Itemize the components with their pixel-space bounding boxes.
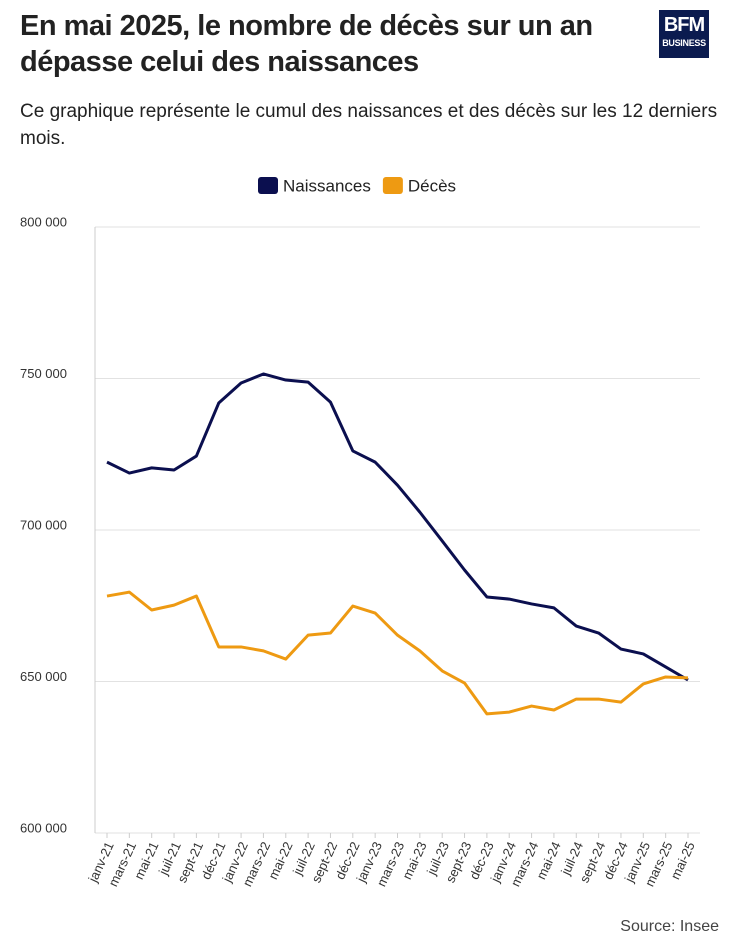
legend-label: Naissances (283, 176, 371, 195)
y-tick-label: 600 000 (20, 820, 67, 835)
source: Source: Insee (620, 918, 719, 935)
line-series (106, 372, 689, 682)
logo: BFM BUSINESS (659, 10, 709, 58)
logo-text: BFM (663, 14, 705, 36)
logo-text: BUSINESS (662, 38, 706, 48)
legend-label: Décès (408, 176, 456, 195)
y-tick-label: 800 000 (20, 214, 67, 229)
legend-swatch (258, 177, 278, 194)
subtitle: Ce graphique représente le cumul des nai… (20, 101, 718, 149)
y-tick-label: 700 000 (20, 517, 67, 532)
y-tick-label: 650 000 (20, 669, 67, 684)
line-series (106, 590, 689, 716)
y-tick-label: 750 000 (20, 366, 67, 381)
legend-swatch (382, 177, 403, 194)
title: En mai 2025, le nombre de décès sur un a… (20, 10, 593, 78)
